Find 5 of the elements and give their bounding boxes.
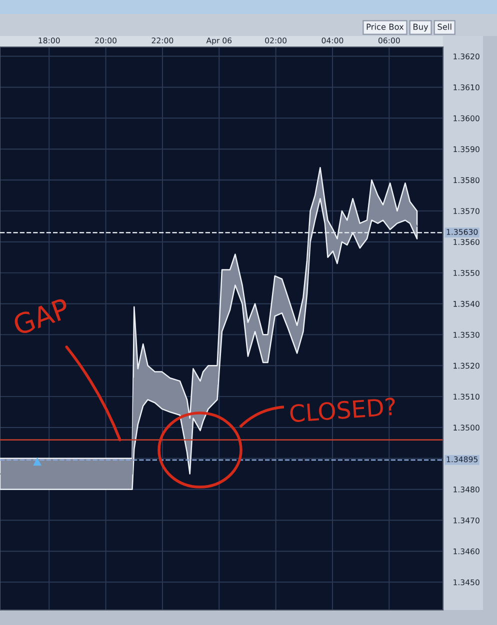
annotation: GAP <box>12 297 71 336</box>
text: Sell <box>438 24 452 30</box>
annotation: CLOSED? <box>290 397 396 423</box>
text: Price Box <box>366 24 404 30</box>
text: Buy <box>414 24 428 32</box>
